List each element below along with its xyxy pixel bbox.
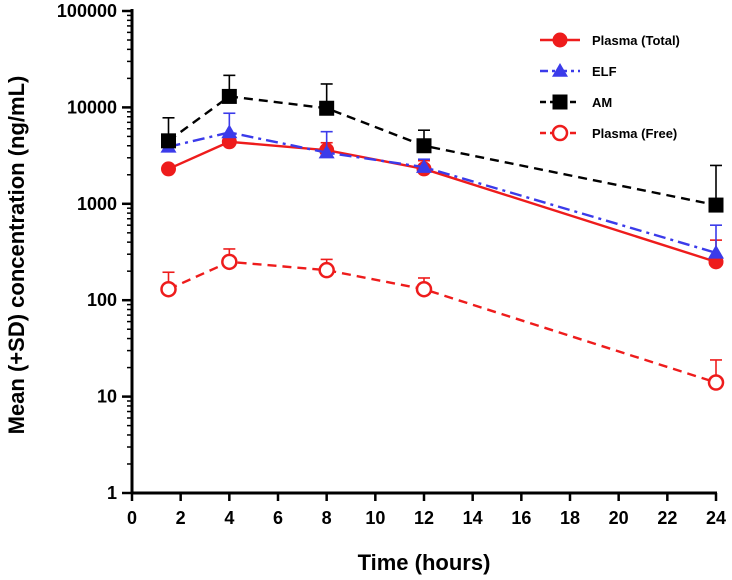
series-plasma-free [160, 248, 725, 391]
series-layer [160, 74, 725, 391]
x-tick-label: 18 [560, 508, 580, 528]
series-line [167, 95, 717, 207]
x-axis-title: Time (hours) [358, 550, 491, 575]
y-tick-label: 10000 [67, 97, 117, 117]
legend-label: AM [592, 95, 612, 110]
series-line [168, 140, 717, 263]
legend-label: Plasma (Free) [592, 126, 677, 141]
legend-item: ELF [540, 63, 617, 79]
legend-swatch-marker [551, 124, 569, 142]
legend-swatch-marker [552, 94, 568, 110]
data-point [160, 280, 177, 298]
legend-label: Plasma (Total) [592, 33, 680, 48]
legend-item: AM [540, 94, 612, 110]
data-point [161, 133, 176, 149]
y-tick-label: 100000 [57, 1, 117, 21]
data-point [318, 261, 335, 279]
x-tick-label: 16 [511, 508, 531, 528]
y-axis-title: Mean (+SD) concentration (ng/mL) [4, 76, 29, 435]
legend-label: ELF [592, 64, 617, 79]
data-point [416, 159, 432, 173]
x-tick-label: 22 [657, 508, 677, 528]
x-tick-label: 12 [414, 508, 434, 528]
y-tick-label: 1000 [77, 194, 117, 214]
data-point [415, 280, 433, 298]
x-tick-label: 4 [224, 508, 234, 528]
data-point [221, 124, 238, 139]
legend: Plasma (Total) ELF AM Plasma (Free) [540, 32, 680, 142]
data-point [708, 197, 724, 213]
data-point [161, 161, 176, 177]
legend-swatch-marker [552, 32, 568, 48]
data-point [318, 144, 335, 159]
x-tick-label: 2 [176, 508, 186, 528]
x-tick-label: 6 [273, 508, 283, 528]
data-point [319, 100, 335, 116]
legend-swatch-marker [552, 63, 568, 77]
data-point [221, 88, 237, 104]
series-line [168, 260, 717, 384]
x-tick-label: 14 [463, 508, 483, 528]
x-tick-label: 8 [322, 508, 332, 528]
series-am [161, 74, 724, 213]
data-point [416, 138, 432, 154]
y-tick-label: 10 [97, 387, 117, 407]
legend-item: Plasma (Free) [540, 124, 677, 142]
legend-item: Plasma (Total) [540, 32, 680, 48]
data-point [708, 244, 724, 259]
x-tick-label: 20 [609, 508, 629, 528]
y-tick-label: 1 [107, 483, 117, 503]
error-bars [162, 248, 722, 383]
x-tick-label: 10 [365, 508, 385, 528]
data-point [707, 374, 725, 391]
series-plasma-total [161, 134, 724, 270]
axes: 0 2 4 6 8 10 12 14 16 18 20 22 241101001000100001000… [57, 1, 726, 528]
data-point [221, 253, 238, 271]
x-tick-label: 0 [127, 508, 137, 528]
y-tick-label: 100 [87, 290, 117, 310]
x-tick-label: 24 [706, 508, 726, 528]
